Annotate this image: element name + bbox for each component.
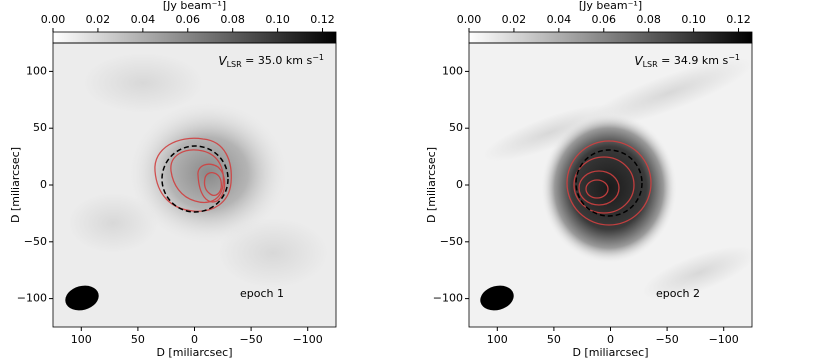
x-tick-label: −100 — [709, 333, 739, 346]
x-tick-label: −50 — [655, 333, 678, 346]
x-tick-label: 50 — [547, 333, 561, 346]
y-tick-label: 0 — [456, 178, 463, 191]
x-tick-label: 0 — [191, 333, 198, 346]
colorbar-tick-label: 0.02 — [502, 13, 527, 26]
y-tick-label: 50 — [33, 121, 47, 134]
velocity-text: = 34.9 km s — [658, 54, 729, 67]
y-tick-label: −100 — [433, 292, 463, 305]
y-tick-label: −50 — [440, 235, 463, 248]
colorbar-tick-label: 0.02 — [86, 13, 111, 26]
x-axis-label: D [miliarcsec] — [156, 346, 232, 359]
velocity-label: VLSR = 35.0 km s−1 — [218, 53, 324, 69]
colorbar-tick-label: 0.08 — [220, 13, 245, 26]
y-tick-label: 50 — [449, 121, 463, 134]
colorbar-tick-label: 0.12 — [726, 13, 751, 26]
y-tick-label: 0 — [40, 178, 47, 191]
colorbar-label: [Jy beam⁻¹] — [579, 0, 642, 12]
y-axis-label: D [miliarcsec] — [9, 147, 22, 223]
velocity-text: = 35.0 km s — [242, 54, 313, 67]
image-panel — [53, 43, 336, 327]
epoch-label: epoch 1 — [240, 287, 284, 300]
x-tick-label: −50 — [239, 333, 262, 346]
velocity-label: VLSR = 34.9 km s−1 — [634, 53, 740, 69]
colorbar-tick-label: 0.10 — [681, 13, 706, 26]
colorbar-tick-label: 0.06 — [592, 13, 617, 26]
x-axis-label: D [miliarcsec] — [572, 346, 648, 359]
colorbar-tick-label: 0.04 — [131, 13, 156, 26]
x-tick-label: −100 — [293, 333, 323, 346]
colorbar-tick-label: 0.06 — [176, 13, 201, 26]
colorbar-tick-label: 0.08 — [636, 13, 661, 26]
x-tick-label: 50 — [131, 333, 145, 346]
colorbar-tick-label: 0.04 — [547, 13, 572, 26]
epoch-label: epoch 2 — [656, 287, 700, 300]
colorbar-tick-label: 0.12 — [310, 13, 335, 26]
velocity-symbol: V — [634, 54, 643, 68]
colorbar — [52, 31, 337, 44]
x-tick-label: 100 — [71, 333, 92, 346]
panel: 0.00 0.02 0.04 0.06 0.08 0.10 0.12 [Jy beam⁻¹] 1… — [425, 0, 753, 359]
x-tick-label: 100 — [487, 333, 508, 346]
y-tick-label: −50 — [24, 235, 47, 248]
y-axis-label: D [miliarcsec] — [425, 147, 438, 223]
colorbar-tick-label: 0.00 — [41, 13, 66, 26]
x-tick-label: 0 — [607, 333, 614, 346]
colorbar-tick-label: 0.10 — [265, 13, 290, 26]
colorbar-label: [Jy beam⁻¹] — [163, 0, 226, 12]
velocity-symbol: V — [218, 54, 227, 68]
image-panel — [469, 43, 752, 327]
colorbar — [468, 31, 753, 44]
velocity-subscript: LSR — [643, 60, 659, 69]
velocity-superscript: −1 — [312, 53, 324, 62]
velocity-superscript: −1 — [728, 53, 740, 62]
y-tick-label: 100 — [442, 64, 463, 77]
colorbar-tick-label: 0.00 — [457, 13, 482, 26]
y-tick-label: 100 — [26, 64, 47, 77]
velocity-subscript: LSR — [227, 60, 243, 69]
panel: 0.00 0.02 0.04 0.06 0.08 0.10 0.12 [Jy beam⁻¹] 1… — [9, 0, 337, 359]
y-tick-label: −100 — [17, 292, 47, 305]
